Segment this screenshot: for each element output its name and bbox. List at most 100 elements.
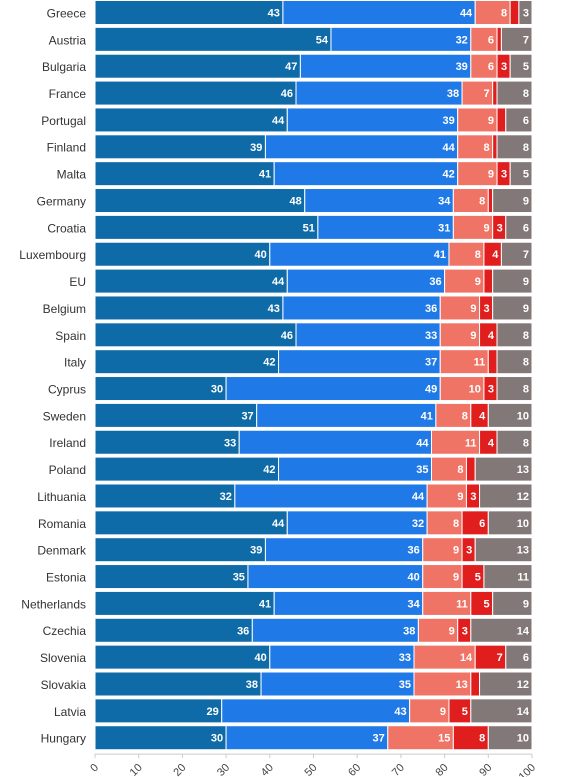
category-label: Austria <box>49 33 87 47</box>
data-label: 3 <box>501 169 507 181</box>
data-label: 3 <box>470 491 476 503</box>
bar-segment <box>94 26 332 52</box>
bar-segment <box>461 510 489 536</box>
data-label: 9 <box>523 276 529 288</box>
bar-segment <box>317 214 454 240</box>
data-label: 33 <box>224 437 236 449</box>
data-label: 29 <box>206 706 218 718</box>
data-label: 44 <box>272 518 285 530</box>
data-label: 8 <box>523 437 529 449</box>
data-label: 3 <box>462 625 468 637</box>
bar-segment <box>496 429 533 455</box>
bar-segment <box>426 483 467 509</box>
data-label: 11 <box>517 572 529 584</box>
data-label: 48 <box>290 196 302 208</box>
data-label: 15 <box>438 733 450 745</box>
category-label: Spain <box>55 329 86 343</box>
bar-segment <box>492 188 533 214</box>
bar-segment <box>269 644 415 670</box>
bar-row: Ireland 33 44 11 4 8 <box>49 429 533 455</box>
bar-segment <box>470 671 481 697</box>
bar-segment <box>452 725 489 751</box>
data-label: 11 <box>465 437 477 449</box>
bar-segment <box>234 483 428 509</box>
data-label: 13 <box>456 679 468 691</box>
bar-segment <box>94 671 262 697</box>
bar-row: Germany 48 34 8 9 <box>37 188 533 214</box>
bar-segment <box>94 107 288 133</box>
data-label: 9 <box>440 706 446 718</box>
data-label: 3 <box>501 61 507 73</box>
bar-segment <box>94 376 227 402</box>
data-label: 30 <box>211 733 223 745</box>
data-label: 41 <box>434 249 446 261</box>
data-label: 32 <box>220 491 232 503</box>
bar-segment <box>487 725 533 751</box>
data-label: 9 <box>523 196 529 208</box>
data-label: 41 <box>259 169 271 181</box>
bar-segment <box>269 241 450 267</box>
data-label: 11 <box>456 598 468 610</box>
bar-segment <box>492 80 498 106</box>
bar-segment <box>94 53 301 79</box>
bar-segment <box>479 483 533 509</box>
data-label: 9 <box>523 598 529 610</box>
bar-segment <box>452 188 489 214</box>
data-label: 5 <box>462 706 468 718</box>
x-tick-label: 30 <box>215 762 232 777</box>
data-label: 8 <box>475 249 481 261</box>
bar-row: Luxembourg 40 41 8 4 7 <box>19 241 533 267</box>
bar-segment <box>505 644 533 670</box>
bar-segment <box>461 80 494 106</box>
data-label: 35 <box>416 464 428 476</box>
bar-segment <box>430 429 481 455</box>
bar-segment <box>221 698 411 724</box>
bar-segment <box>264 537 424 563</box>
bar-segment <box>452 214 494 240</box>
bar-segment <box>94 188 306 214</box>
bar-segment <box>492 590 533 616</box>
data-label: 38 <box>246 679 258 691</box>
data-label: 33 <box>425 330 437 342</box>
x-tick-label: 90 <box>477 762 494 777</box>
bar-segment <box>282 0 476 25</box>
data-label: 9 <box>470 330 476 342</box>
data-label: 42 <box>442 169 454 181</box>
data-label: 44 <box>460 8 473 20</box>
bar-segment <box>470 53 498 79</box>
bar-segment <box>457 134 494 160</box>
data-label: 35 <box>233 572 245 584</box>
data-label: 3 <box>484 303 490 315</box>
bar-row: Croatia 51 31 9 3 6 <box>47 214 533 240</box>
data-label: 32 <box>456 34 468 46</box>
bar-segment <box>387 725 454 751</box>
data-label: 42 <box>263 357 275 369</box>
bar-segment <box>518 0 533 25</box>
bar-segment <box>94 241 271 267</box>
bar-segment <box>330 26 472 52</box>
bar-segment <box>273 161 459 187</box>
bar-segment <box>409 698 450 724</box>
bar-segment <box>304 188 454 214</box>
bar-row: Denmark 39 36 9 3 13 <box>37 537 533 563</box>
data-label: 10 <box>517 733 529 745</box>
data-label: 8 <box>479 733 485 745</box>
bar-row: Austria 54 32 6 7 <box>49 26 533 52</box>
bar-row: Cyprus 30 49 10 3 8 <box>48 376 533 402</box>
category-label: Poland <box>49 463 86 477</box>
bar-segment <box>470 617 533 643</box>
bar-segment <box>457 161 498 187</box>
bar-segment <box>286 107 459 133</box>
data-label: 42 <box>263 464 275 476</box>
category-label: Ireland <box>49 436 86 450</box>
bar-segment <box>492 295 533 321</box>
x-axis: 0 10 20 30 40 50 60 70 80 90 100 <box>88 753 538 777</box>
bar-segment <box>94 483 236 509</box>
data-label: 9 <box>470 303 476 315</box>
data-label: 9 <box>475 276 481 288</box>
data-label: 41 <box>259 598 271 610</box>
category-label: Croatia <box>47 221 86 235</box>
data-label: 9 <box>484 222 490 234</box>
